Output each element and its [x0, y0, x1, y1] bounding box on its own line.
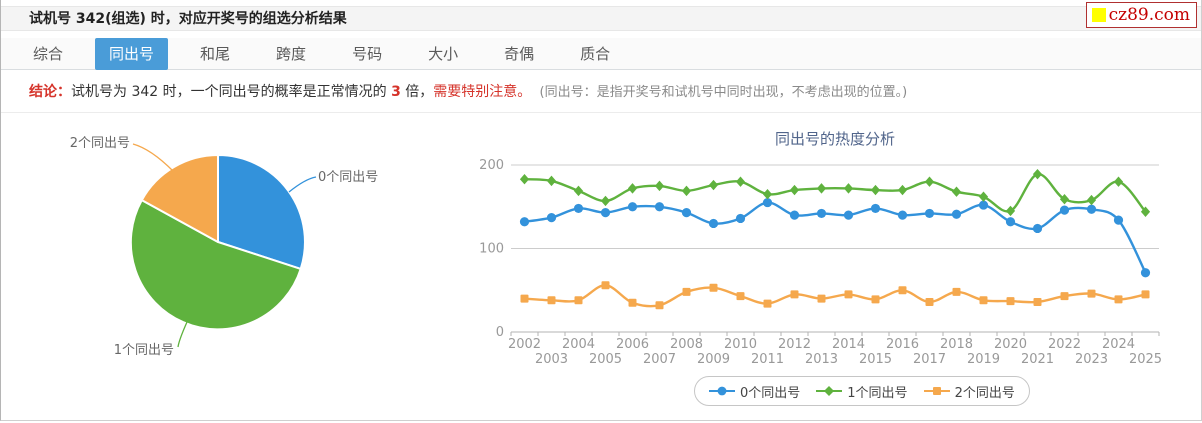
line-chart-title: 同出号的热度分析 [775, 130, 895, 148]
pie-label-1: 1个同出号 [114, 343, 174, 358]
pie-label-0: 0个同出号 [318, 170, 378, 185]
legend-item-2[interactable]: 2个同出号 [923, 382, 1015, 401]
legend-marker-circle-icon [709, 386, 735, 396]
y-axis-label: 100 [479, 242, 504, 257]
legend-label-2: 2个同出号 [954, 385, 1015, 401]
series-points-1 [519, 168, 1151, 217]
x-axis-label: 2017 [913, 352, 946, 367]
x-axis-label: 2009 [697, 352, 730, 367]
conclusion-highlight: 3 [391, 84, 401, 100]
logo-text: cz89.com [1108, 4, 1190, 25]
x-axis-label: 2020 [994, 337, 1027, 352]
chart-legend: 0个同出号 1个同出号 2个同出号 [694, 376, 1030, 406]
tab-item-1[interactable]: 同出号 [95, 38, 169, 70]
legend-marker-square-icon [923, 387, 950, 395]
conclusion-text-2: 倍， [400, 84, 434, 100]
pie-label-line-1 [177, 321, 188, 348]
y-axis-label: 200 [479, 158, 504, 173]
tab-item-7[interactable]: 质合 [580, 45, 611, 63]
x-axis-label: 2012 [778, 337, 811, 352]
series-line-0 [523, 201, 1147, 274]
pie-chart: 0个同出号 1个同出号 2个同出号 [70, 136, 379, 358]
legend-label-1: 1个同出号 [847, 385, 908, 401]
x-axis-label: 2019 [967, 352, 1000, 367]
x-axis-label: 2016 [886, 337, 919, 352]
conclusion-warning: 需要特别注意。 [433, 84, 532, 100]
pie-slice-2[interactable] [140, 154, 219, 243]
x-axis-label: 2006 [616, 337, 649, 352]
series-line-2 [523, 283, 1147, 308]
pie-slice-1[interactable] [129, 199, 302, 331]
pie-label-2: 2个同出号 [70, 136, 130, 151]
x-axis-label: 2015 [859, 352, 892, 367]
tab-item-3[interactable]: 跨度 [276, 45, 307, 63]
x-axis-label: 2008 [670, 337, 703, 352]
x-axis-label: 2021 [1021, 352, 1054, 367]
conclusion: 结论：试机号为 342 时，一个同出号的概率是正常情况的 3 倍，需要特别注意。… [1, 72, 1201, 112]
x-axis-label: 2013 [805, 352, 838, 367]
legend-label-0: 0个同出号 [740, 385, 801, 401]
conclusion-text: 试机号为 342 时，一个同出号的概率是正常情况的 [71, 84, 392, 100]
x-axis-label: 2011 [751, 352, 784, 367]
tab-item-2[interactable]: 和尾 [200, 45, 231, 63]
section-divider [1, 112, 1201, 113]
x-axis-label: 2003 [535, 352, 568, 367]
conclusion-label: 结论： [29, 84, 71, 100]
logo-icon [1091, 8, 1106, 22]
series-points-0 [519, 197, 1151, 278]
line-chart: 同出号的热度分析01002002002200320042005200620072… [479, 130, 1162, 367]
pie-label-line-0 [288, 176, 317, 193]
x-axis-label: 2018 [940, 337, 973, 352]
tab-item-0[interactable]: 综合 [33, 45, 64, 63]
series-line-1 [523, 172, 1147, 213]
pie-label-line-2 [132, 143, 174, 172]
series-points-2 [520, 281, 1150, 310]
x-axis-label: 2002 [508, 337, 541, 352]
tab-item-4[interactable]: 号码 [352, 45, 383, 63]
x-axis-label: 2014 [832, 337, 865, 352]
x-axis-label: 2025 [1129, 352, 1162, 367]
x-axis-label: 2004 [562, 337, 595, 352]
tab-item-5[interactable]: 大小 [428, 45, 459, 63]
conclusion-note: (同出号：是指开奖号和试机号中同时出现，不考虑出现的位置。) [531, 85, 908, 100]
legend-item-0[interactable]: 0个同出号 [709, 382, 800, 401]
legend-item-1[interactable]: 1个同出号 [816, 382, 908, 401]
y-axis-label: 0 [496, 325, 504, 340]
x-axis-label: 2023 [1075, 352, 1108, 367]
page-title: 试机号 342(组选) 时，对应开奖号的组选分析结果 [29, 11, 347, 27]
title-bar: 试机号 342(组选) 时，对应开奖号的组选分析结果 [1, 6, 1201, 31]
x-axis-label: 2024 [1102, 337, 1135, 352]
tab-item-6[interactable]: 奇偶 [504, 45, 535, 63]
pie-slice-0[interactable] [217, 154, 306, 270]
legend-marker-diamond-icon [816, 386, 843, 396]
x-axis-label: 2010 [724, 337, 757, 352]
site-logo[interactable]: cz89.com [1085, 2, 1197, 28]
x-axis-label: 2007 [643, 352, 676, 367]
x-axis-label: 2005 [589, 352, 622, 367]
tab-bar: 综合 同出号 和尾 跨度 号码 大小 奇偶 质合 [1, 38, 1201, 70]
x-axis-label: 2022 [1048, 337, 1081, 352]
